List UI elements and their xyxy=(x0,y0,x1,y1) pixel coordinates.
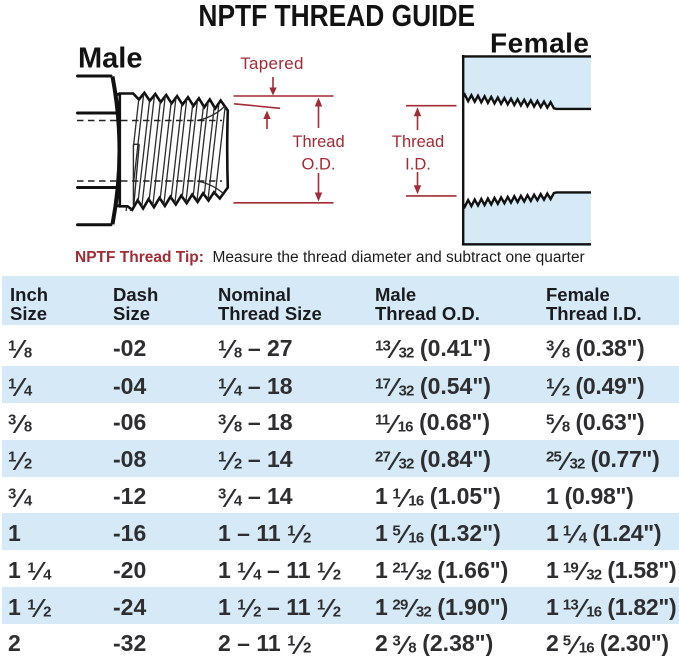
svg-text:O.D.: O.D. xyxy=(302,156,336,174)
svg-text:Tapered: Tapered xyxy=(240,54,304,73)
svg-text:I.D.: I.D. xyxy=(405,156,431,174)
svg-text:Thread: Thread xyxy=(292,133,344,151)
svg-text:Thread: Thread xyxy=(392,133,444,151)
svg-text:Male: Male xyxy=(78,43,142,75)
svg-text:Female: Female xyxy=(490,28,590,59)
